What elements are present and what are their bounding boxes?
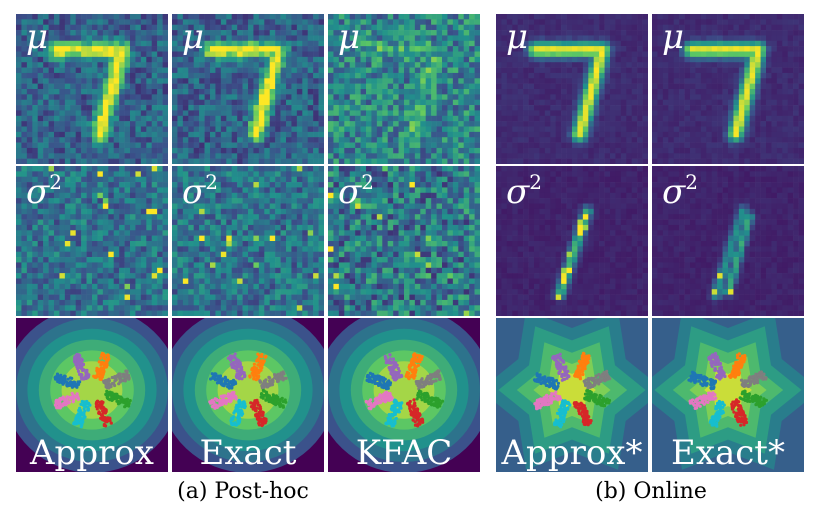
- mean-symbol: μ: [182, 17, 205, 57]
- latent-panel-approx-image: [16, 318, 168, 472]
- mean-panel-approx: μ: [16, 14, 168, 164]
- latent-panel-approx: Approx: [16, 318, 168, 472]
- mean-panel-approx-online: μ: [496, 14, 648, 164]
- variance-panel-kfac-image: [328, 166, 480, 316]
- variance-panel-exact-image: [172, 166, 324, 316]
- mean-symbol: μ: [662, 17, 685, 57]
- variance-panel-approx: σ2: [16, 166, 168, 316]
- variance-symbol: σ2: [662, 170, 698, 212]
- mean-symbol: μ: [26, 17, 49, 57]
- latent-panel-exact: Exact: [172, 318, 324, 472]
- method-label: Approx*: [501, 433, 643, 472]
- latent-panel-exact-image: [172, 318, 324, 472]
- variance-symbol: σ2: [506, 170, 542, 212]
- variance-symbol: σ2: [26, 170, 62, 212]
- variance-panel-exact-online: σ2: [652, 166, 804, 316]
- mean-symbol: μ: [506, 17, 529, 57]
- mean-panel-kfac-image: [328, 14, 480, 164]
- mean-panel-exact-online: μ: [652, 14, 804, 164]
- variance-panel-exact: σ2: [172, 166, 324, 316]
- caption-posthoc: (a) Post-hoc: [177, 479, 309, 504]
- latent-panel-exact-online: Exact*: [652, 318, 804, 472]
- variance-panel-approx-image: [16, 166, 168, 316]
- method-label: KFAC: [355, 433, 453, 472]
- mean-panel-kfac: μ: [328, 14, 480, 164]
- latent-panel-approx-online: Approx*: [496, 318, 648, 472]
- variance-panel-exact-online-image: [652, 166, 804, 316]
- mean-symbol: μ: [338, 17, 361, 57]
- method-label: Approx: [30, 433, 154, 472]
- variance-symbol: σ2: [182, 170, 218, 212]
- mean-panel-exact: μ: [172, 14, 324, 164]
- latent-panel-approx-online-image: [496, 318, 648, 472]
- latent-panel-kfac-image: [328, 318, 480, 472]
- latent-panel-exact-online-image: [652, 318, 804, 472]
- variance-panel-approx-online-image: [496, 166, 648, 316]
- variance-panel-approx-online: σ2: [496, 166, 648, 316]
- variance-panel-kfac: σ2: [328, 166, 480, 316]
- mean-panel-approx-image: [16, 14, 168, 164]
- mean-panel-exact-image: [172, 14, 324, 164]
- variance-symbol: σ2: [338, 170, 374, 212]
- mean-panel-exact-online-image: [652, 14, 804, 164]
- mean-panel-approx-online-image: [496, 14, 648, 164]
- caption-online: (b) Online: [595, 479, 707, 504]
- method-label: Exact: [199, 433, 297, 472]
- method-label: Exact*: [671, 433, 785, 472]
- latent-panel-kfac: KFAC: [328, 318, 480, 472]
